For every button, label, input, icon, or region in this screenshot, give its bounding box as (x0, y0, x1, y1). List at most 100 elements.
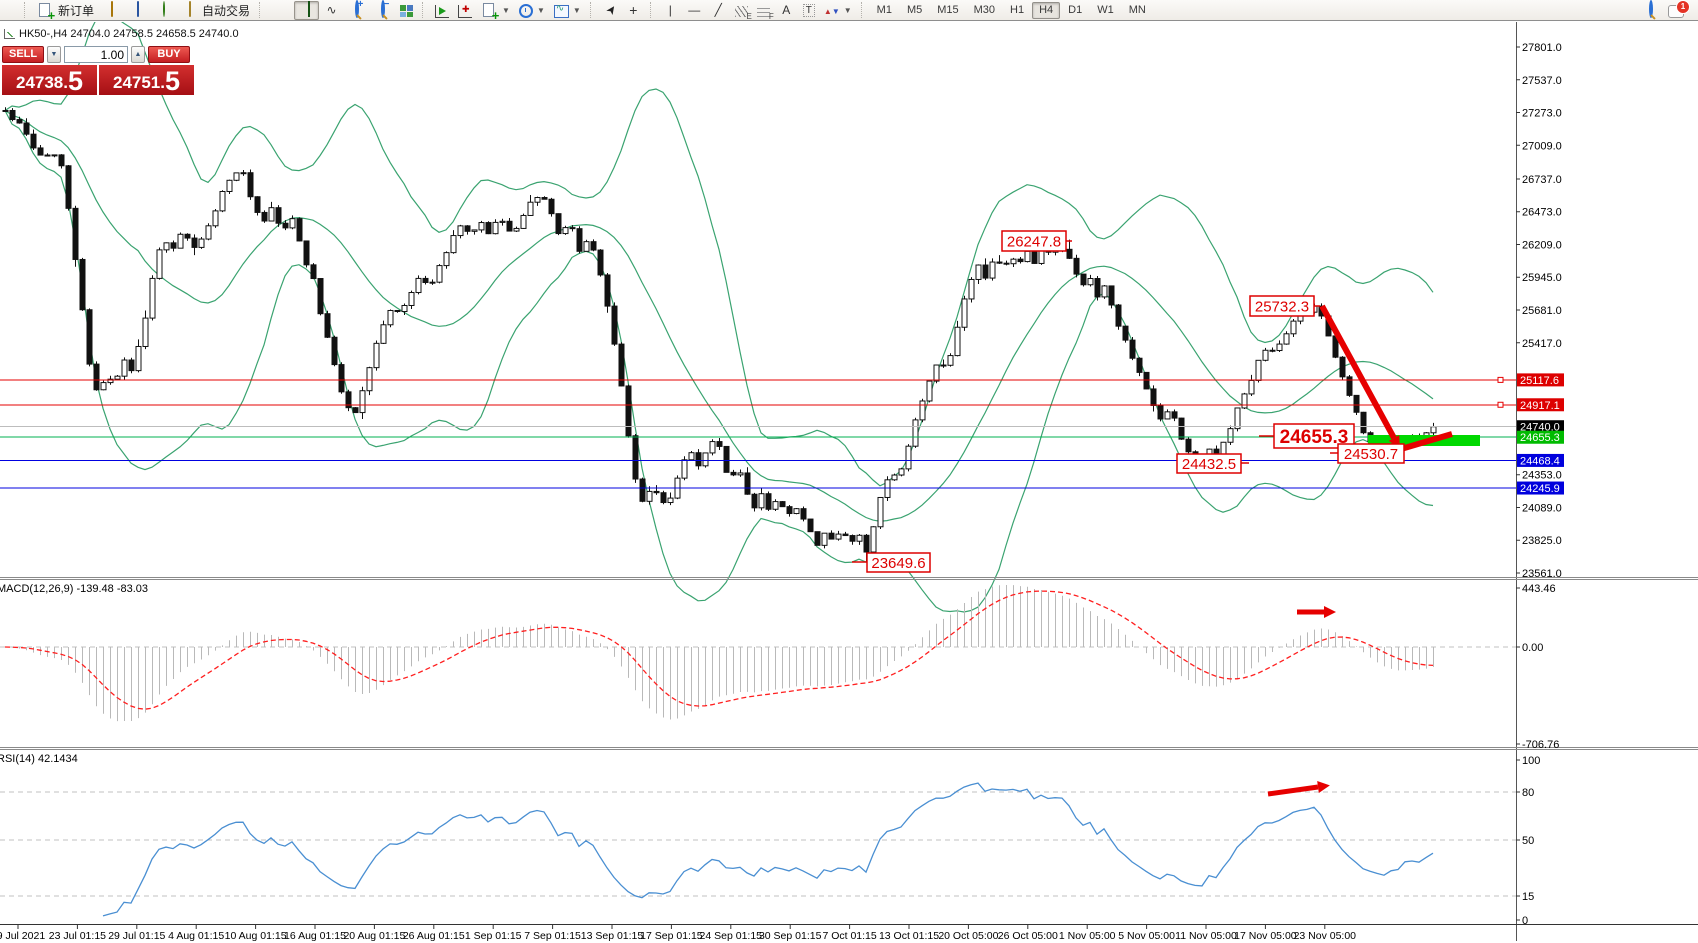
line-chart-button[interactable]: ∿ (320, 1, 343, 20)
text-label-icon: T (802, 3, 815, 17)
svg-text:27009.0: 27009.0 (1522, 140, 1562, 152)
horizontal-line-24917.1[interactable] (0, 401, 1516, 408)
bid-price[interactable]: 24738. 5 (2, 65, 97, 95)
price-callout-25732.3[interactable]: 25732.3 (1249, 295, 1320, 317)
template-icon (553, 3, 569, 18)
volume-decrease-button[interactable]: ▼ (47, 46, 61, 63)
chart-canvas[interactable]: 26247.8 25732.3 24655.3 24530.7 24432.5 23649… (0, 15, 1698, 943)
svg-text:25681.0: 25681.0 (1522, 305, 1562, 317)
timeframe-w1[interactable]: W1 (1090, 2, 1121, 19)
svg-text:19 Jul 2021: 19 Jul 2021 (0, 930, 45, 942)
horizontal-line-25117.6[interactable] (0, 376, 1516, 383)
zoom-in-icon: + (348, 0, 365, 18)
toolbar-separator (259, 2, 263, 18)
svg-text:29 Jul 01:15: 29 Jul 01:15 (108, 930, 165, 942)
text-button[interactable]: A (775, 1, 798, 20)
signals-button[interactable] (151, 1, 176, 20)
separator-macd-rsi[interactable] (0, 747, 1698, 750)
rsi-line (102, 782, 1434, 917)
styles-button[interactable] (99, 1, 124, 20)
macd-arrow[interactable] (1297, 606, 1336, 618)
timeframe-h4[interactable]: H4 (1032, 1, 1061, 19)
svg-text:0.00: 0.00 (1522, 642, 1543, 654)
symbol-ohlc-info: HK50-,H4 24704.0 24758.5 24658.5 24740.0 (4, 28, 239, 40)
shapes-button[interactable]: ▲▼ ▼ (820, 1, 856, 20)
cursor-button[interactable]: ➤ (599, 1, 621, 20)
indicators-button[interactable] (431, 1, 453, 20)
svg-text:26209.0: 26209.0 (1522, 239, 1562, 251)
buy-button[interactable]: BUY (148, 46, 190, 63)
toolbar: + 新订单 自动交易 ∿ + − +▼ ▼ ▼ ➤ + | — ╱ E F A … (0, 0, 1698, 22)
horizontal-line-button[interactable]: — (683, 1, 706, 20)
timeframe-m1[interactable]: M1 (870, 2, 899, 19)
notifications-button[interactable]: 1 (1664, 0, 1690, 20)
svg-text:24655.3: 24655.3 (1520, 432, 1560, 444)
rsi-arrow[interactable] (1267, 781, 1330, 797)
svg-text:30 Sep 01:15: 30 Sep 01:15 (759, 930, 822, 942)
svg-text:27273.0: 27273.0 (1522, 108, 1562, 120)
channel-icon: E (734, 6, 752, 21)
timeframe-mn[interactable]: MN (1122, 2, 1153, 19)
autotrading-button[interactable]: 自动交易 (177, 1, 254, 20)
clipped-icon (2, 2, 19, 18)
template-button[interactable]: ▼ (550, 1, 585, 20)
search-button[interactable] (1638, 0, 1663, 20)
svg-text:0: 0 (1522, 915, 1528, 927)
toolbar-separator (589, 2, 594, 18)
svg-text:24089.0: 24089.0 (1522, 502, 1562, 514)
timeframe-h1[interactable]: H1 (1003, 2, 1031, 19)
zoom-out-button[interactable]: − (370, 0, 395, 20)
svg-text:20 Oct 05:00: 20 Oct 05:00 (938, 930, 998, 942)
symbol-ohlc-text: HK50-,H4 24704.0 24758.5 24658.5 24740.0 (19, 28, 239, 40)
trend-arrow-2[interactable] (1400, 431, 1453, 452)
toolbar-separator (422, 2, 426, 18)
svg-text:25945.0: 25945.0 (1522, 272, 1562, 284)
price-tag-24655.3: 24655.3 (1517, 430, 1564, 444)
text-label-button[interactable]: T (799, 1, 819, 20)
svg-text:13 Oct 01:15: 13 Oct 01:15 (879, 930, 939, 942)
svg-text:50: 50 (1522, 835, 1534, 847)
timeframe-m5[interactable]: M5 (900, 2, 929, 19)
trendline-icon: ╱ (714, 3, 722, 17)
svg-text:100: 100 (1522, 755, 1540, 767)
volume-input[interactable] (64, 46, 128, 63)
svg-text:27801.0: 27801.0 (1522, 42, 1562, 54)
bar-chart-button[interactable] (268, 1, 293, 20)
ask-price[interactable]: 24751. 5 (99, 65, 194, 95)
timeframe-m30[interactable]: M30 (967, 2, 1002, 19)
add-indicator-button[interactable]: + ▼ (477, 1, 514, 22)
new-order-button[interactable]: + 新订单 (33, 1, 98, 22)
volume-increase-button[interactable]: ▲ (131, 46, 145, 63)
price-callout-23649.6[interactable]: 23649.6 (852, 552, 931, 573)
separator-main-macd[interactable] (0, 577, 1698, 580)
macd-label: MACD(12,26,9) -139.48 -83.03 (0, 583, 148, 595)
profile-icon (129, 1, 146, 18)
channel-button[interactable]: E (731, 1, 752, 21)
price-callout-26247.8[interactable]: 26247.8 (1001, 230, 1072, 252)
timeframe-m15[interactable]: M15 (930, 2, 965, 19)
price-callout-24432.5[interactable]: 24432.5 (1176, 453, 1249, 474)
fibonacci-button[interactable]: F (753, 1, 774, 21)
trendline-button[interactable]: ╱ (707, 1, 730, 20)
sell-button[interactable]: SELL (2, 46, 44, 63)
svg-text:23825.0: 23825.0 (1522, 535, 1562, 547)
timeframe-d1[interactable]: D1 (1061, 2, 1089, 19)
crosshair-icon: + (629, 2, 638, 18)
price-callout-24530.7[interactable]: 24530.7 (1330, 443, 1405, 464)
macd-signal-line (4, 590, 1434, 710)
profile-button[interactable] (125, 1, 150, 20)
periods-button[interactable] (454, 1, 476, 20)
period-menu-button[interactable]: ▼ (515, 1, 549, 20)
zoom-in-button[interactable]: + (344, 0, 369, 20)
candlestick-chart-button[interactable] (294, 0, 320, 20)
svg-text:10 Aug 01:15: 10 Aug 01:15 (225, 930, 287, 942)
fibonacci-icon: F (756, 6, 774, 21)
notification-badge: 1 (1676, 0, 1690, 14)
time-axis-border (0, 924, 1698, 925)
tile-windows-button[interactable] (396, 1, 417, 20)
vertical-line-button[interactable]: | (659, 1, 682, 20)
crosshair-button[interactable]: + (622, 1, 645, 20)
bid-price-main: 24738. (15, 73, 68, 92)
svg-text:24 Sep 01:15: 24 Sep 01:15 (700, 930, 763, 942)
rsi-label: RSI(14) 42.1434 (0, 753, 78, 765)
